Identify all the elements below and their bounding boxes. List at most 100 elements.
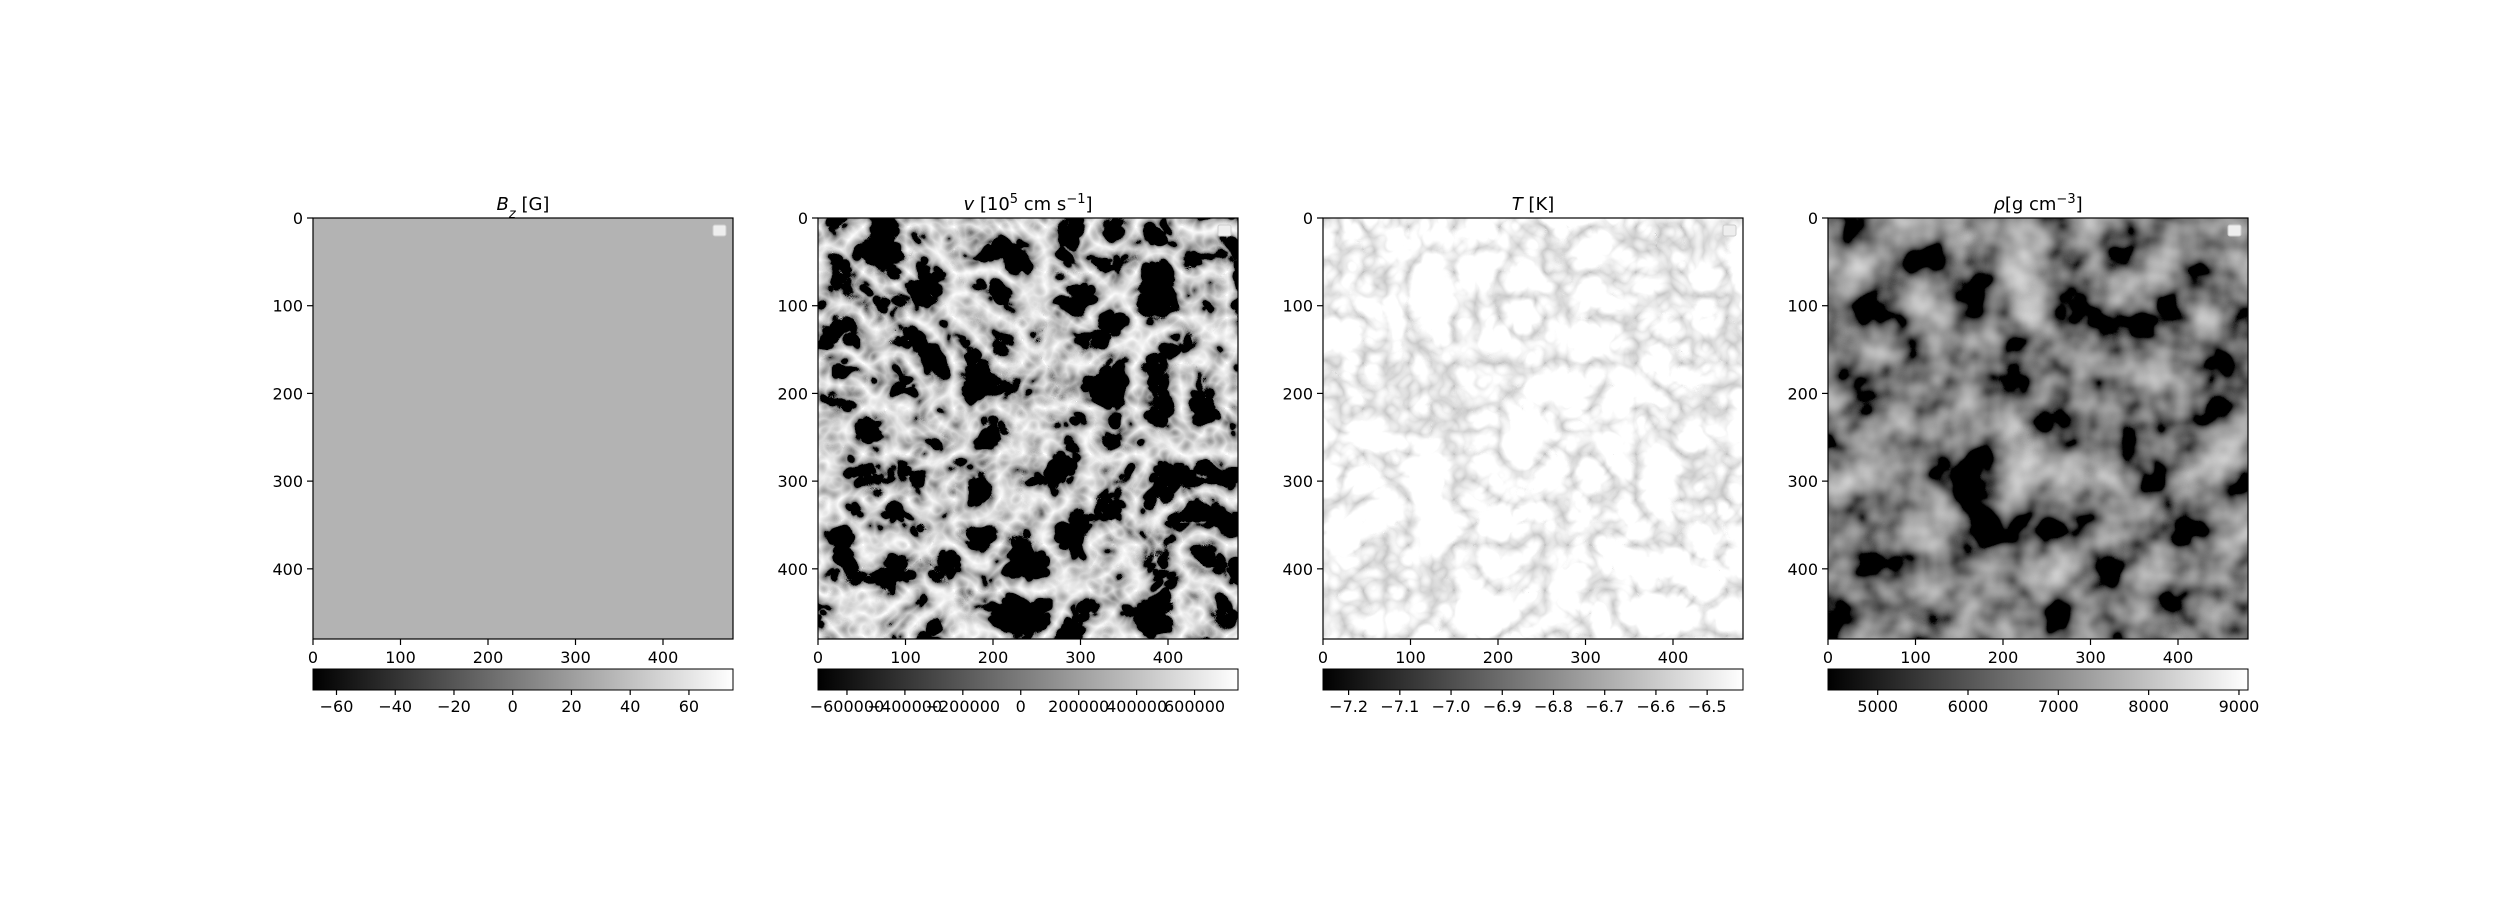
y-tick-label: 400	[272, 560, 303, 579]
y-tick-label: 0	[798, 209, 808, 228]
title-part: [10	[974, 194, 1010, 215]
colorbar-tick-label: 7000	[2038, 697, 2079, 716]
y-tick-label: 200	[1282, 384, 1313, 403]
x-tick-label: 0	[308, 648, 318, 667]
colorbar-tick-label: −600000	[810, 697, 884, 716]
colorbar-tick-label: 40	[620, 697, 640, 716]
x-tick-label: 300	[560, 648, 591, 667]
x-tick-label: 200	[1988, 648, 2019, 667]
colorbar-tick-label: 6000	[1948, 697, 1989, 716]
title-part: 5	[1010, 192, 1018, 207]
y-tick-label: 300	[1787, 472, 1818, 491]
x-tick-label: 300	[2075, 648, 2106, 667]
x-tick-label: 0	[1823, 648, 1833, 667]
y-tick-label: 100	[272, 297, 303, 316]
colorbar-tick-label: 60	[679, 697, 699, 716]
panel: ρ[g cm−3] 0 100 200 300 400 0 100 200 300 400 5000 6…	[1787, 192, 2259, 717]
x-tick-label: 100	[1395, 648, 1426, 667]
title-part: ]	[2076, 194, 2083, 215]
colorbar-tick-label: 200000	[1048, 697, 1109, 716]
colorbar-tick-label: 0	[508, 697, 518, 716]
colorbar-tick-label: 5000	[1857, 697, 1898, 716]
y-tick-label: 100	[1282, 297, 1313, 316]
y-tick-label: 400	[1787, 560, 1818, 579]
panel-title: Bz [G]	[497, 194, 550, 222]
x-tick-label: 400	[1153, 648, 1184, 667]
x-tick-label: 100	[385, 648, 416, 667]
title-part: cm s	[1018, 194, 1066, 215]
title-part: [G]	[516, 194, 550, 215]
legend	[1217, 224, 1232, 237]
colorbar	[1322, 668, 1744, 691]
colorbar-tick-label: 400000	[1106, 697, 1167, 716]
colorbar-tick-label: −6.6	[1636, 697, 1675, 716]
colorbar-tick-label: −60	[320, 697, 354, 716]
x-tick-label: 300	[1570, 648, 1601, 667]
legend	[1722, 224, 1737, 237]
x-tick-label: 100	[1900, 648, 1931, 667]
panel-title: ρ[g cm−3]	[1993, 192, 2082, 216]
colorbar-tick-label: −6.7	[1585, 697, 1624, 716]
y-tick-label: 0	[1808, 209, 1818, 228]
x-tick-label: 0	[1318, 648, 1328, 667]
image-texture	[818, 218, 1238, 639]
colorbar-tick-label: −200000	[926, 697, 1000, 716]
panel: v [105 cm s−1] 0 100 200 300 400 0 100 200 300 400…	[777, 192, 1239, 716]
title-part: B	[497, 194, 509, 215]
title-part: −1	[1066, 192, 1085, 207]
title-part: [g cm	[2005, 194, 2057, 215]
title-part: v	[963, 194, 974, 215]
x-tick-label: 400	[1658, 648, 1689, 667]
colorbar-tick-label: 9000	[2219, 697, 2260, 716]
y-tick-label: 400	[1282, 560, 1313, 579]
colorbar	[1827, 668, 2249, 691]
y-tick-label: 300	[1282, 472, 1313, 491]
x-tick-label: 100	[890, 648, 921, 667]
y-tick-label: 300	[777, 472, 808, 491]
colorbar	[817, 668, 1239, 691]
colorbar-tick-label: −6.9	[1483, 697, 1522, 716]
x-tick-label: 400	[2163, 648, 2194, 667]
panel-title: T [K]	[1512, 194, 1555, 215]
y-tick-label: 200	[777, 384, 808, 403]
image-texture	[313, 218, 733, 639]
y-tick-label: 100	[1787, 297, 1818, 316]
title-part: z	[508, 207, 517, 222]
y-tick-label: 100	[777, 297, 808, 316]
title-part: ρ	[1993, 194, 2005, 215]
colorbar-tick-label: −6.8	[1534, 697, 1573, 716]
colorbar-tick-label: −20	[437, 697, 471, 716]
axes-frame	[1827, 217, 2249, 640]
colorbar-tick-label: 8000	[2128, 697, 2169, 716]
colorbar-tick-label: 20	[561, 697, 581, 716]
colorbar-tick-label: −400000	[868, 697, 942, 716]
y-tick-label: 0	[293, 209, 303, 228]
axes-frame	[1322, 217, 1744, 640]
title-part: ]	[1086, 194, 1093, 215]
image-texture	[1828, 218, 2248, 639]
title-part: −3	[2056, 192, 2075, 207]
axes-frame	[817, 217, 1239, 640]
legend	[712, 224, 727, 237]
y-tick-label: 300	[272, 472, 303, 491]
x-tick-label: 200	[1483, 648, 1514, 667]
x-tick-label: 200	[978, 648, 1009, 667]
y-tick-label: 200	[272, 384, 303, 403]
y-tick-label: 0	[1303, 209, 1313, 228]
colorbar-tick-label: −40	[378, 697, 412, 716]
y-tick-label: 200	[1787, 384, 1818, 403]
x-tick-label: 300	[1065, 648, 1096, 667]
x-tick-label: 400	[648, 648, 679, 667]
colorbar-tick-label: −7.0	[1432, 697, 1471, 716]
colorbar-tick-label: −7.1	[1380, 697, 1419, 716]
colorbar-tick-label: 0	[1016, 697, 1026, 716]
panel-title: v [105 cm s−1]	[963, 192, 1092, 216]
image-texture	[1323, 218, 1743, 639]
legend	[2227, 224, 2242, 237]
y-tick-label: 400	[777, 560, 808, 579]
colorbar	[312, 668, 734, 691]
